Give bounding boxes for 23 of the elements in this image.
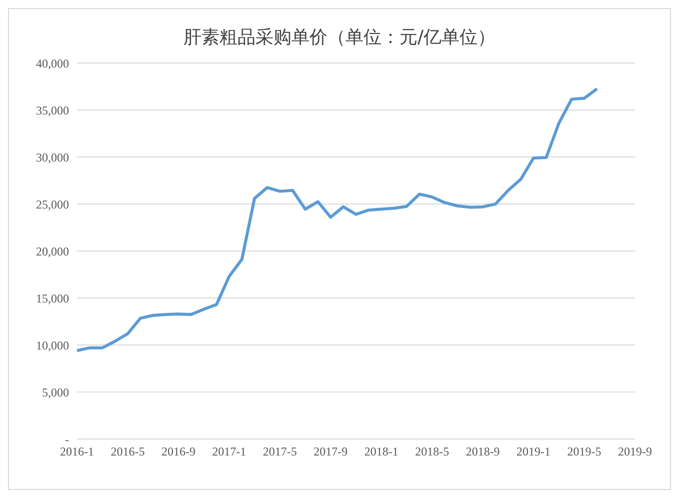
y-tick-label: 40,000 bbox=[36, 56, 69, 70]
y-tick-label: 15,000 bbox=[36, 291, 69, 306]
x-tick-label: 2018-9 bbox=[466, 444, 500, 459]
y-tick-label: 30,000 bbox=[36, 150, 69, 164]
x-tick-label: 2018-5 bbox=[415, 444, 450, 459]
x-tick-label: 2019-9 bbox=[618, 444, 652, 459]
y-tick-label: 10,000 bbox=[36, 338, 69, 352]
y-tick-label: 35,000 bbox=[36, 103, 69, 118]
x-tick-label: 2019-5 bbox=[567, 444, 602, 459]
x-tick-label: 2016-5 bbox=[110, 444, 145, 459]
x-tick-label: 2017-9 bbox=[314, 444, 348, 459]
x-tick-label: 2017-5 bbox=[262, 444, 297, 459]
line-series bbox=[76, 87, 598, 352]
x-tick-label: 2016-9 bbox=[161, 444, 196, 459]
y-tick-label: - bbox=[65, 432, 69, 446]
x-tick-label: 2019-1 bbox=[516, 444, 551, 459]
x-tick-label: 2017-1 bbox=[212, 444, 246, 459]
x-tick-label: 2018-1 bbox=[364, 444, 398, 459]
x-tick-label: 2016-1 bbox=[60, 444, 94, 459]
chart-title: 肝素粗品采购单价（单位：元/亿单位） bbox=[182, 26, 497, 49]
y-tick-label: 25,000 bbox=[36, 197, 69, 212]
y-tick-label: 20,000 bbox=[36, 244, 69, 258]
y-tick-label: 5,000 bbox=[42, 385, 69, 400]
